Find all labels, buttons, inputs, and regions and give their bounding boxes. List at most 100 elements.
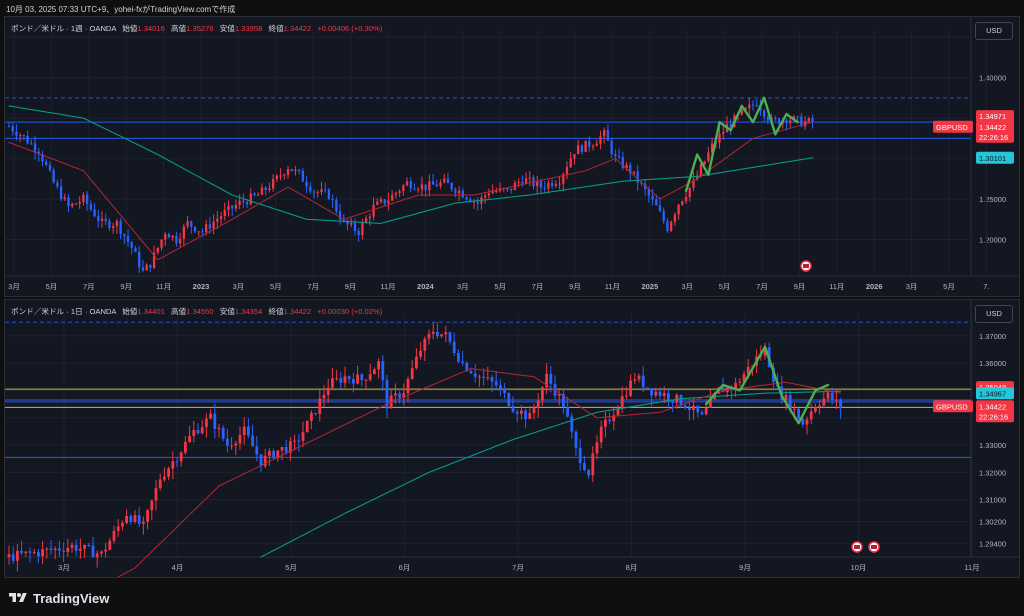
candle-body [478,376,481,378]
daily-countdown-tag-bg [976,410,1014,423]
candle-body [41,549,44,557]
candle-body [347,376,351,379]
y-tick-label: 1.36000 [979,359,1006,368]
x-tick-label: 3月 [58,563,70,572]
candle-body [268,188,271,191]
candle-body [350,222,353,225]
candle-body [264,187,267,191]
candle-body [74,203,78,205]
x-tick-label: 3月 [233,282,245,291]
x-tick-label: 11月 [605,282,620,291]
daily-chart-panel[interactable]: 1.294001.302001.310001.320001.330001.340… [4,299,1020,578]
candle-body [547,182,550,189]
candle-body [156,247,159,253]
candle-body [116,526,120,531]
candle-body [536,400,540,408]
candle-body [138,251,141,268]
candle-body [201,231,204,233]
candle-body [494,381,498,386]
candle-body [322,394,326,399]
candle-body [49,548,53,550]
candle-body [45,548,49,550]
candle-body [465,362,469,371]
candle-body [398,393,401,398]
candle-body [353,222,357,232]
candle-body [314,412,317,414]
candle-body [33,143,37,152]
candle-body [454,189,457,194]
candle-body [251,435,254,447]
x-tick-label: 3月 [457,282,469,291]
candle-body [212,221,215,229]
candle-body [87,544,91,546]
x-tick-label: 4月 [172,563,184,572]
candle-body [487,193,491,196]
candle-body [226,438,229,446]
weekly-legend-symbol: ポンド／米ドル · 1週 · OANDA [11,24,117,33]
candle-body [677,204,680,215]
candle-body [550,182,554,187]
candle-body [37,552,40,557]
candle-body [583,463,586,471]
candle-body [490,377,494,382]
weekly-chart-panel[interactable]: 1.200001.250001.300001.350001.400001.450… [4,16,1020,297]
candle-body [553,383,557,396]
weekly-open-label: 始値 [122,24,138,33]
us-flag-event-icon [803,264,809,268]
candle-body [573,154,576,159]
candle-body [805,419,809,425]
daily-chart-svg[interactable]: 1.294001.302001.310001.320001.330001.340… [5,300,1019,577]
candle-body [294,169,297,172]
candle-body [95,553,99,558]
weekly-low-label: 安値 [219,24,235,33]
candle-body [629,380,632,396]
candle-body [160,239,163,248]
candle-body [566,406,569,417]
candle-body [452,341,456,353]
candle-body [718,133,721,143]
candle-body [309,186,312,192]
candle-body [640,182,643,184]
candle-body [670,221,673,231]
candle-body [520,410,523,414]
candle-body [79,548,82,551]
candle-body [217,427,221,429]
candle-body [85,194,89,204]
x-tick-label: 11月 [156,282,171,291]
candle-body [807,118,810,122]
candle-body [647,188,650,196]
candle-body [242,426,246,436]
candle-body [574,431,578,448]
candle-body [301,170,305,182]
candle-body [696,175,699,180]
candle-body [710,143,714,153]
candle-body [766,116,770,121]
weekly-currency-button[interactable]: USD [975,22,1013,40]
candle-body [448,332,452,342]
candle-body [524,178,528,184]
candle-body [376,201,379,205]
candle-body [811,118,814,123]
candle-body [372,204,375,217]
candle-body [71,203,74,207]
candle-body [443,178,446,183]
candle-body [415,356,418,369]
candle-body [208,224,212,229]
candle-body [28,551,32,553]
candle-body [48,165,52,171]
candle-body [357,231,360,236]
candle-body [774,118,777,120]
weekly-chart-svg[interactable]: 1.200001.250001.300001.350001.400001.450… [5,17,1019,296]
candle-body [746,366,750,375]
candle-body [58,548,61,551]
daily-currency-button[interactable]: USD [975,305,1013,323]
candle-body [364,218,368,224]
candle-body [788,394,792,410]
candle-body [777,118,781,124]
x-tick-label: 9月 [739,563,751,572]
candle-body [707,152,710,162]
candle-body [63,197,66,200]
candle-body [541,387,544,401]
candle-body [280,447,284,451]
symbol-tag: GBPUSD [936,402,968,411]
